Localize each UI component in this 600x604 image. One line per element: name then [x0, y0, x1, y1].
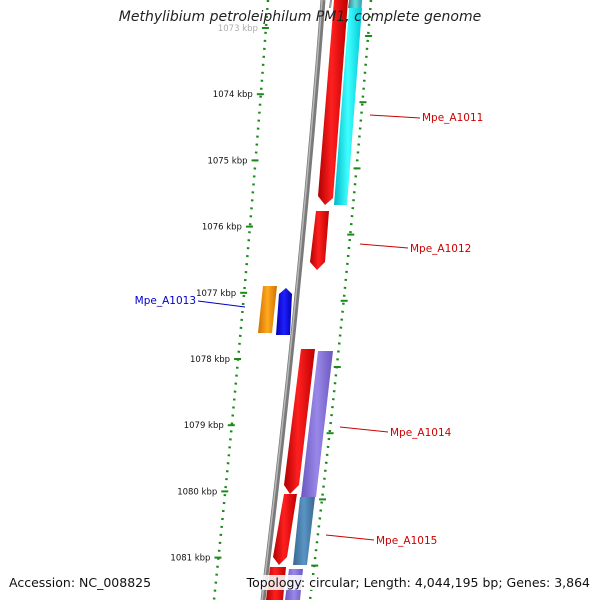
gene-label-Mpe_A1015[interactable]: Mpe_A1015: [376, 535, 437, 547]
genome-backbone: [260, 0, 326, 601]
scale-tick-label: 1079 kbp: [184, 421, 224, 431]
scale-tick-label: 1075 kbp: [207, 156, 247, 166]
gene-Mpe_A1011-cyan-top[interactable]: [349, 0, 362, 8]
gene-callout-line: [369, 114, 421, 119]
gene-Mpe_A1011-red[interactable]: [318, 0, 348, 205]
gene-Mpe_A1015-cds-steelblue[interactable]: [293, 497, 315, 565]
topology-text: Topology: circular; Length: 4,044,195 bp…: [246, 575, 590, 590]
scale-tick-label: 1077 kbp: [196, 289, 236, 299]
gene-Mpe_A1013-blue[interactable]: [276, 288, 292, 335]
scale-tick-label: 1078 kbp: [190, 355, 230, 365]
scale-ticks: 1073 kbp 1074 kbp 1075 kbp 1076 kbp 1077 kbp…: [170, 24, 269, 564]
gene-Mpe_A1014-cds-purple[interactable]: [301, 351, 333, 497]
gene-callout-line: [339, 426, 389, 433]
genome-backbone-highlight: [261, 0, 323, 601]
gene-Mpe_A1011-cds-cyan[interactable]: [334, 8, 362, 205]
scale-tick-label: 1074 kbp: [213, 90, 253, 100]
gene-Mpe_A1015-red[interactable]: [273, 494, 297, 565]
gene-callout-line: [359, 243, 409, 249]
scale-tick-label: 1076 kbp: [202, 223, 242, 233]
top-segment-grey-1: [329, 0, 332, 8]
accession-text: Accession: NC_008825: [9, 575, 152, 590]
gene-callout-line: [197, 300, 246, 308]
gene-label-Mpe_A1012[interactable]: Mpe_A1012: [410, 243, 471, 255]
gene-Mpe_A1012-red[interactable]: [310, 211, 329, 270]
scale-tick-label: 1073 kbp: [218, 24, 258, 34]
gene-labels: Mpe_A1011 Mpe_A1012 Mpe_A1013 Mpe_A1014 Mpe_…: [135, 112, 484, 547]
scale-tick-label: 1081 kbp: [170, 554, 210, 564]
gene-Mpe_A1014-red[interactable]: [284, 349, 315, 494]
outer-ticks: [311, 35, 373, 567]
map-title: Methylibium petroleiphilum PM1, complete…: [118, 9, 482, 25]
gene-label-Mpe_A1014[interactable]: Mpe_A1014: [390, 427, 452, 439]
gene-callout-line: [325, 534, 375, 541]
gene-Mpe_A1013-cds-orange[interactable]: [258, 286, 277, 333]
gene-label-Mpe_A1013[interactable]: Mpe_A1013: [135, 295, 196, 307]
gene-label-Mpe_A1011[interactable]: Mpe_A1011: [422, 112, 483, 124]
scale-tick-label: 1080 kbp: [177, 487, 217, 497]
